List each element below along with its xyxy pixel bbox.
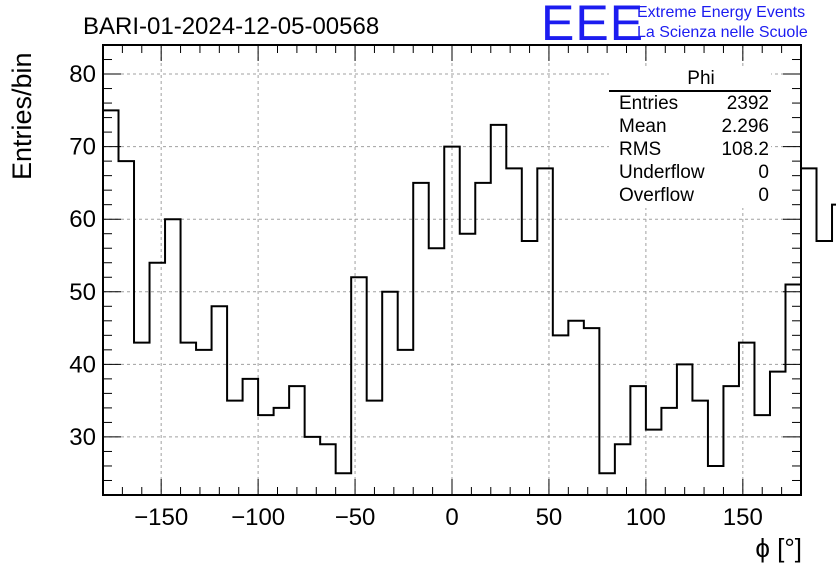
stats-title: Phi	[609, 68, 771, 92]
stats-label: Overflow	[619, 185, 694, 206]
axis-ticks	[102, 44, 802, 495]
x-tick-label: 0	[445, 504, 458, 531]
stats-value: 0	[758, 162, 769, 183]
x-tick-label: 150	[723, 504, 763, 531]
x-tick-label: −50	[335, 504, 376, 531]
stats-label: Underflow	[619, 162, 705, 183]
stats-row-rms: RMS 108.2	[609, 138, 771, 161]
stats-value: 2392	[726, 93, 769, 114]
stats-label: Entries	[619, 93, 679, 114]
x-tick-label: −150	[134, 504, 188, 531]
x-axis-label: ϕ [°]	[755, 533, 802, 563]
y-tick-label: 60	[69, 206, 96, 233]
stats-value: 0	[758, 185, 769, 206]
stats-label: RMS	[619, 139, 662, 160]
x-tick-label: 100	[626, 504, 666, 531]
y-tick-label: 40	[69, 351, 96, 378]
y-tick-label: 80	[69, 61, 96, 88]
x-tick-label: 50	[536, 504, 563, 531]
eee-logo-line1: Extreme Energy Events	[637, 4, 806, 21]
eee-logo-mark: EEE	[541, 0, 645, 51]
eee-logo-line2: La Scienza nelle Scuole	[637, 24, 808, 41]
stats-value: 108.2	[721, 139, 769, 160]
stats-box: Phi Entries 2392 Mean 2.296 RMS 108.2 Un…	[609, 68, 771, 208]
grid-lines	[103, 45, 801, 495]
stats-row-overflow: Overflow 0	[609, 184, 771, 207]
y-tick-label: 70	[69, 134, 96, 161]
stats-row-underflow: Underflow 0	[609, 161, 771, 184]
histogram-line	[103, 109, 836, 475]
y-tick-label: 50	[69, 279, 96, 306]
x-tick-label: −100	[231, 504, 285, 531]
stats-label: Mean	[619, 116, 667, 137]
stats-value: 2.296	[721, 116, 769, 137]
chart-title: BARI-01-2024-12-05-00568	[83, 13, 379, 40]
y-tick-label: 30	[69, 424, 96, 451]
y-axis-label: Entries/bin	[7, 52, 37, 180]
eee-logo-text: Extreme Energy Events La Scienza nelle S…	[637, 3, 808, 43]
stats-row-mean: Mean 2.296	[609, 115, 771, 138]
stats-row-entries: Entries 2392	[609, 92, 771, 115]
tick-labels: −150 −100 −50 0 50 100 150 30 40 50 60 70 80	[69, 61, 763, 531]
